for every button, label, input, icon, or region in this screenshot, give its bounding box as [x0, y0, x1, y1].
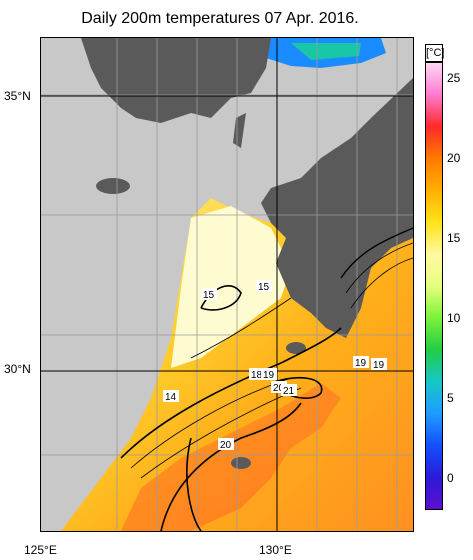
contour-label: 15 [203, 290, 215, 301]
colorbar-tick-label: 25 [447, 71, 461, 85]
tsushima-island [233, 113, 246, 148]
contour-label: 20 [220, 440, 232, 451]
cold-water-green [291, 43, 361, 60]
colorbar-unit: [°C] [425, 44, 444, 62]
colorbar [425, 62, 443, 510]
shelf-water [171, 206, 291, 368]
temperature-map: 15 15 14 18 19 20 21 19 19 20 [40, 37, 414, 532]
map-title: Daily 200m temperatures 07 Apr. 2016. [81, 10, 359, 27]
jeju-island [96, 178, 130, 194]
graticule [41, 38, 413, 531]
colorbar-tick-label: 5 [447, 391, 454, 405]
contour-label: 18 [251, 370, 263, 381]
island [231, 457, 251, 469]
contour-label-group: 15 15 14 18 19 20 21 19 19 20 [163, 280, 387, 451]
colorbar-tick-label: 15 [447, 231, 461, 245]
colorbar-tick-label: 10 [447, 311, 461, 325]
colorbar-tick-label: 0 [447, 471, 454, 485]
lon-label-130e: 130°E [259, 543, 292, 557]
island [286, 342, 306, 354]
colorbar-tick-label: 20 [447, 151, 461, 165]
lon-label-125e: 125°E [24, 543, 57, 557]
korea-land [81, 38, 271, 123]
contour-label: 19 [355, 358, 367, 369]
lat-label-30n: 30°N [4, 362, 31, 376]
lat-label-35n: 35°N [4, 89, 31, 103]
contour-label: 19 [373, 360, 385, 371]
contour-label: 19 [263, 370, 275, 381]
contour-label: 21 [283, 386, 295, 397]
contour-label: 14 [165, 392, 177, 403]
japan-land [261, 78, 413, 338]
contour-label: 20 [273, 383, 285, 394]
contour-label: 15 [258, 282, 270, 293]
major-graticule [41, 38, 413, 531]
map-canvas: 15 15 14 18 19 20 21 19 19 20 [41, 38, 413, 531]
